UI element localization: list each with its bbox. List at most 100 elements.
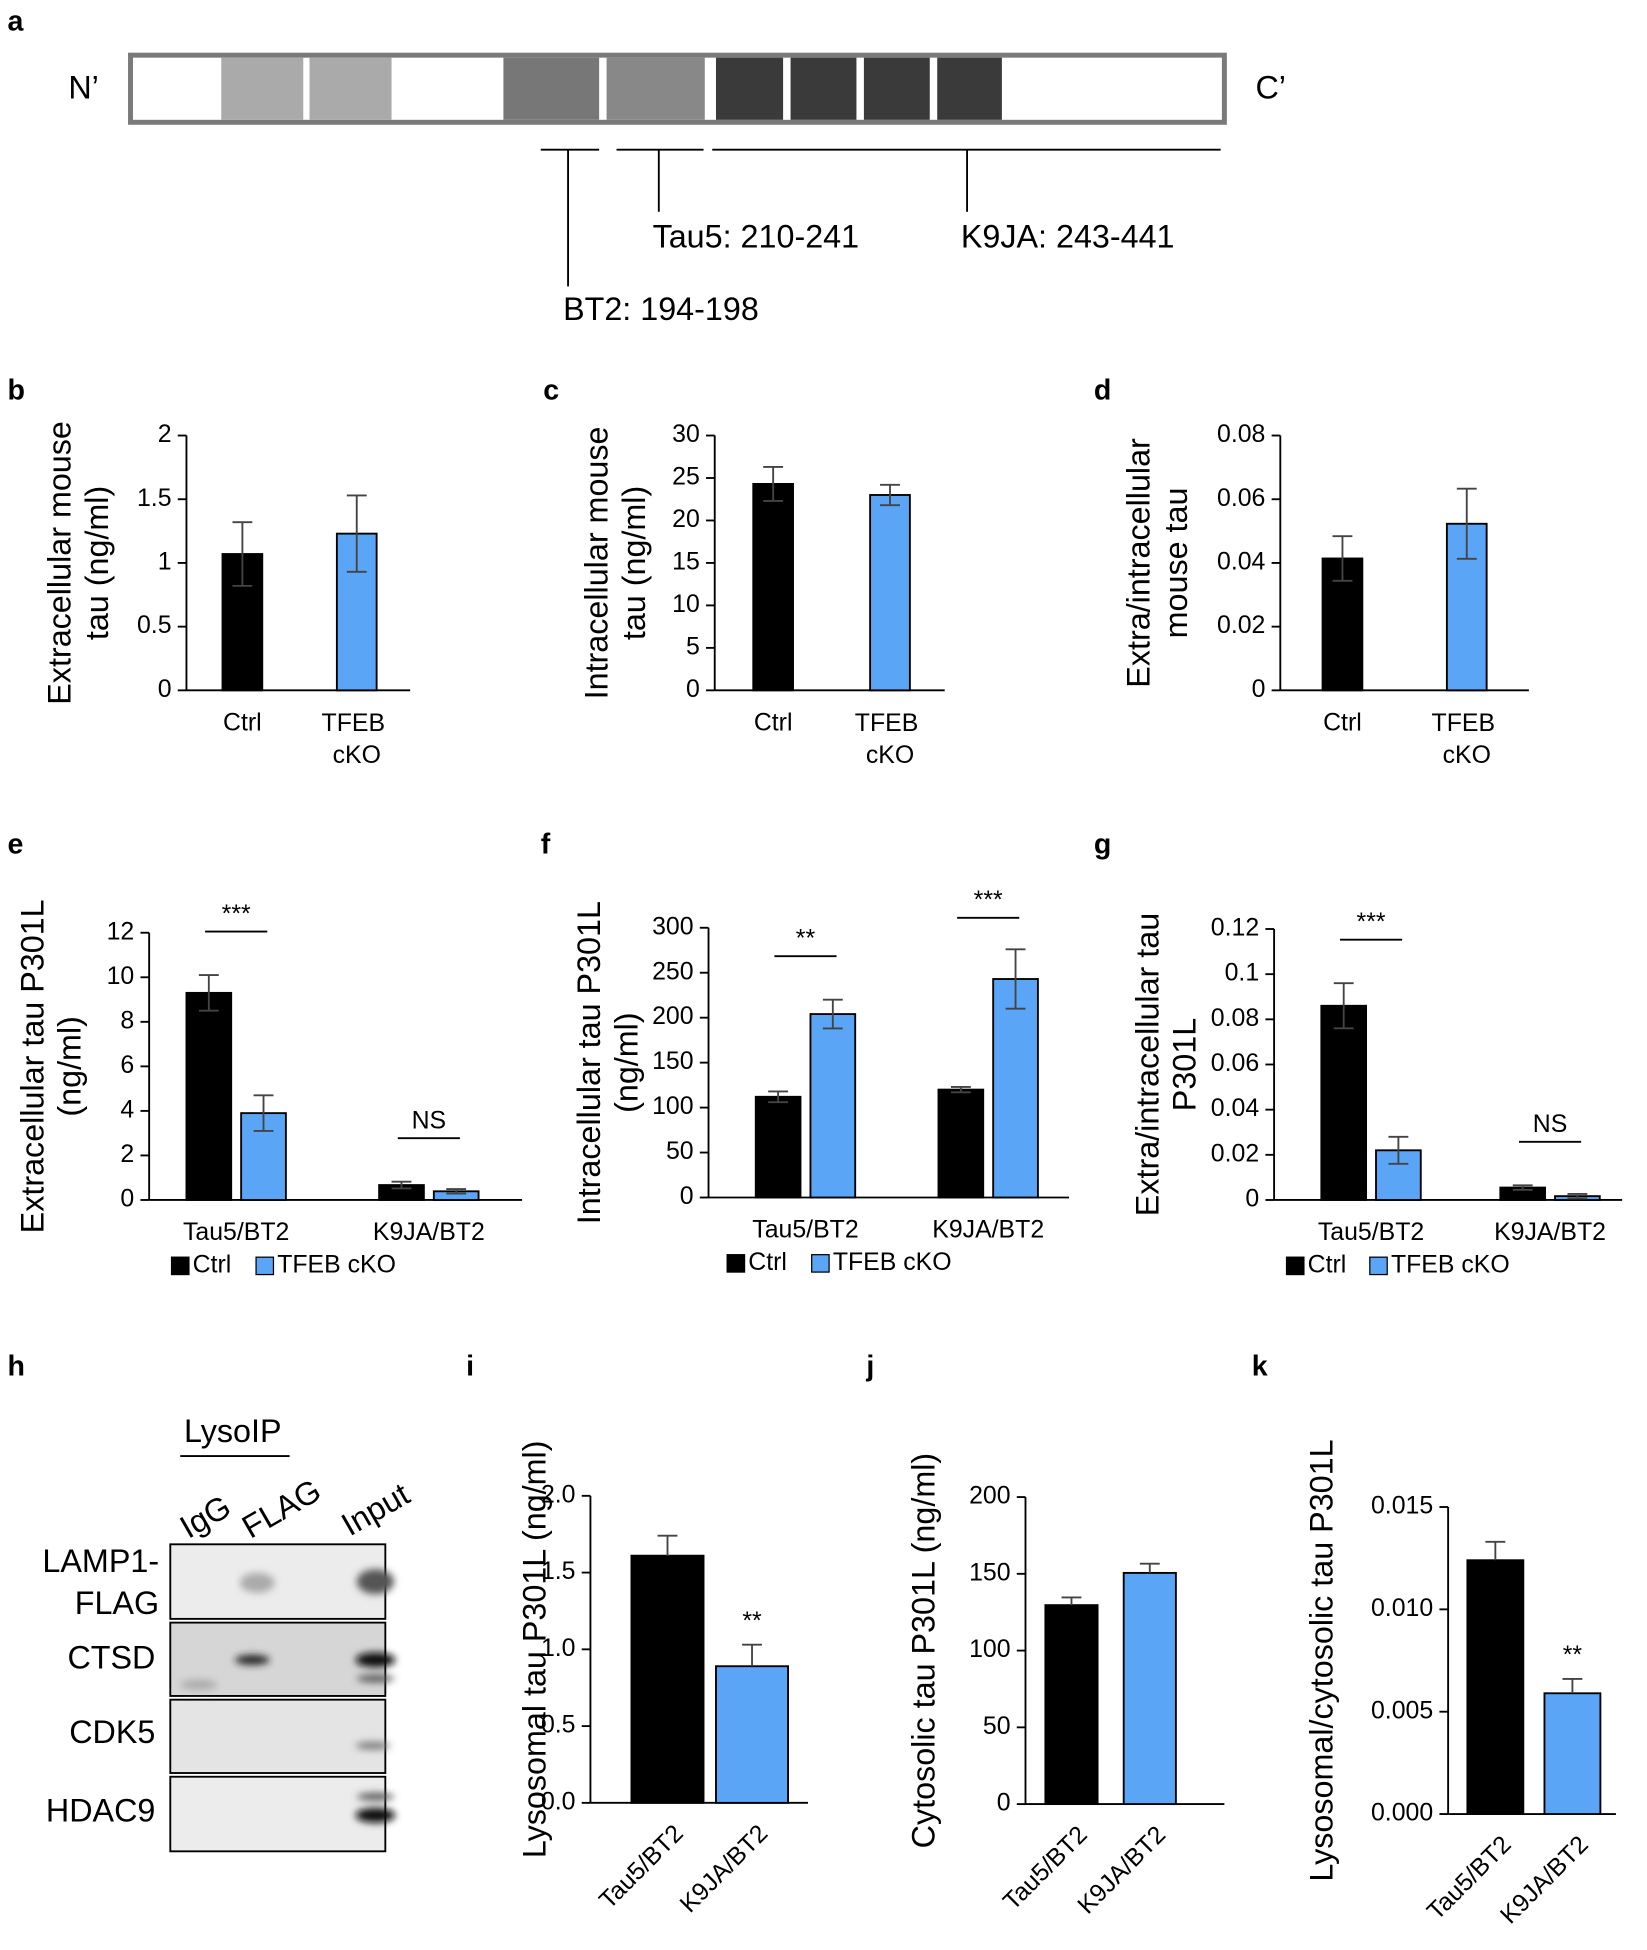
y-axis-label: tau (ng/ml)	[616, 486, 652, 640]
error-bar	[1005, 948, 1026, 1010]
y-tick-label: 0.08	[1217, 420, 1265, 448]
bar	[1543, 1692, 1602, 1815]
n-terminus: N’	[68, 70, 99, 106]
x-tick-label: TFEB cKO	[322, 708, 392, 768]
y-tick-label: 0	[120, 1185, 134, 1213]
panel-letter: e	[7, 828, 23, 860]
y-tick-label: 0.02	[1211, 1139, 1259, 1167]
lane-label: IgG	[174, 1488, 237, 1545]
error-bar	[1512, 1184, 1533, 1191]
y-tick-label: 0.12	[1211, 914, 1259, 942]
y-tick-label: 150	[652, 1047, 693, 1075]
bar	[1122, 1571, 1177, 1806]
x-tick-label: Ctrl	[754, 708, 793, 736]
domain	[715, 57, 784, 120]
y-tick-label: 50	[983, 1712, 1011, 1740]
y-tick-label: 1	[158, 548, 172, 576]
y-tick-label: 0.06	[1217, 484, 1265, 512]
y-axis-label: Intracellular mouse	[579, 427, 615, 700]
y-axis-label: Cytosolic tau P301L (ng/ml)	[906, 1453, 942, 1849]
y-tick-label: 0.0	[541, 1787, 576, 1815]
panel-letter: k	[1252, 1350, 1268, 1382]
y-tick-label: 10	[107, 962, 135, 990]
y-tick-label: 1.5	[137, 484, 172, 512]
bar	[937, 1088, 985, 1199]
error-bar	[1388, 1135, 1409, 1165]
bar	[754, 1095, 802, 1199]
panel-letter: g	[1094, 828, 1111, 860]
panel-letter: c	[543, 375, 559, 407]
epitope-label: Tau5: 210-241	[653, 219, 860, 255]
y-tick-label: 200	[652, 1002, 693, 1030]
x-tick-label: K9JA/BT2	[1494, 1218, 1606, 1246]
blot-strip	[169, 1543, 387, 1620]
y-tick-label: 0.000	[1371, 1799, 1433, 1827]
y-tick-label: 15	[672, 548, 700, 576]
y-tick-label: 150	[969, 1558, 1010, 1586]
y-axis-label: (ng/ml)	[608, 1012, 644, 1113]
significance-label: **	[1563, 1641, 1583, 1669]
domain	[503, 57, 600, 120]
error-bar	[232, 521, 253, 587]
error-bar	[1139, 1562, 1160, 1573]
x-tick-label: Tau5/BT2	[183, 1218, 289, 1246]
error-bar	[1567, 1192, 1588, 1200]
panel-letter: f	[541, 828, 551, 860]
legend-swatch	[811, 1254, 830, 1273]
domain	[937, 57, 1002, 120]
legend-label: Ctrl	[193, 1250, 232, 1278]
y-axis-label: P301L	[1167, 1018, 1203, 1111]
bar	[1320, 1004, 1368, 1201]
bar	[1044, 1604, 1099, 1806]
domain	[309, 57, 392, 120]
y-tick-label: 0	[680, 1182, 694, 1210]
bar	[992, 978, 1039, 1199]
significance-label: NS	[412, 1107, 447, 1135]
y-tick-label: 0.5	[541, 1711, 576, 1739]
legend-label: TFEB cKO	[1391, 1250, 1510, 1278]
y-axis-label: Lysosomal tau P301L (ng/ml)	[517, 1441, 553, 1859]
y-tick-label: 0.04	[1217, 548, 1266, 576]
legend-swatch	[1285, 1256, 1305, 1276]
x-tick-label: Tau5/BT2	[752, 1216, 858, 1244]
significance-label: NS	[1533, 1110, 1568, 1138]
significance-label: **	[796, 925, 816, 953]
y-tick-label: 0	[997, 1789, 1011, 1817]
bar	[869, 494, 911, 692]
y-tick-label: 8	[120, 1006, 134, 1034]
y-tick-label: 0	[158, 675, 172, 703]
y-tick-label: 2.0	[541, 1480, 576, 1508]
epitope-lines	[540, 148, 1221, 287]
y-tick-label: 0.08	[1211, 1004, 1259, 1032]
y-axis-label: Extra/intracellular	[1121, 438, 1157, 688]
y-tick-label: 0.02	[1217, 611, 1265, 639]
y-tick-label: 0	[1252, 675, 1266, 703]
y-tick-label: 0.1	[1225, 959, 1260, 987]
bar	[1466, 1559, 1525, 1815]
panel-letter: i	[466, 1350, 474, 1382]
error-bar	[768, 1090, 789, 1104]
error-bar	[1456, 487, 1477, 560]
y-tick-label: 0	[686, 675, 700, 703]
significance-label: ***	[222, 900, 251, 928]
legend-label: TFEB cKO	[833, 1248, 952, 1276]
y-tick-label: 0.04	[1211, 1094, 1260, 1122]
y-tick-label: 0.015	[1371, 1492, 1433, 1520]
y-axis-label: Intracellular tau P301L	[571, 901, 607, 1224]
bands	[180, 1569, 396, 1823]
error-bar	[657, 1534, 678, 1556]
significance-label: ***	[974, 886, 1003, 914]
row-label: CTSD	[67, 1639, 155, 1675]
blot-strip	[169, 1775, 387, 1853]
y-tick-label: 200	[969, 1482, 1010, 1510]
panel-letter: j	[865, 1350, 874, 1382]
y-tick-label: 30	[672, 420, 700, 448]
error-bar	[950, 1085, 971, 1094]
y-tick-label: 25	[672, 463, 700, 491]
error-bar	[198, 974, 219, 1012]
panel-letter: a	[7, 5, 24, 37]
epitope-label: K9JA: 243-441	[961, 219, 1175, 255]
domain	[790, 57, 857, 120]
y-tick-label: 1.5	[541, 1557, 576, 1585]
